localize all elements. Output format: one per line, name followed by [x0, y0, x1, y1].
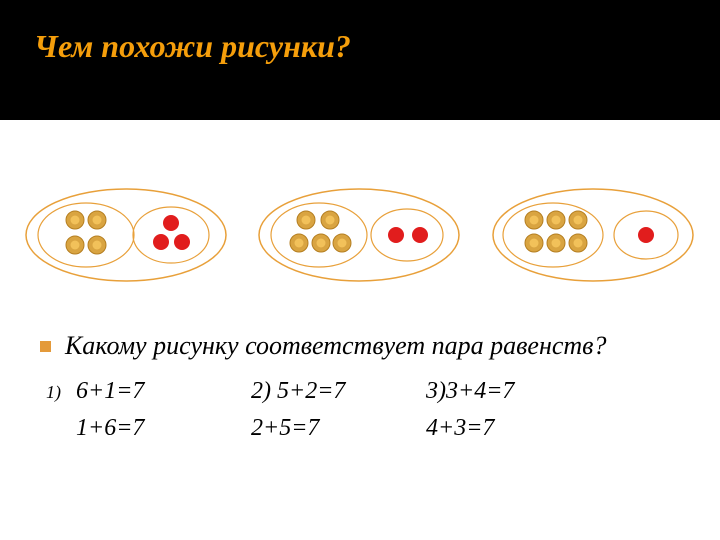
eq-1a: 6+1=7	[76, 373, 251, 410]
diagrams-row	[0, 160, 720, 310]
question-line: Какому рисунку соответствует пара равенс…	[40, 330, 690, 363]
list-marker: 1)	[40, 379, 76, 407]
equations-row-1: 1) 6+1=7 2) 5+2=7 3)3+4=7	[40, 373, 690, 410]
slide-title: Чем похожи рисунки?	[34, 28, 686, 65]
title-band: Чем похожи рисунки?	[0, 0, 720, 120]
eq-3b: 4+3=7	[426, 410, 601, 447]
square-bullet-icon	[40, 341, 51, 352]
question-text: Какому рисунку соответствует пара равенс…	[65, 330, 606, 363]
figure-3	[486, 180, 701, 290]
figure-2	[252, 180, 467, 290]
eq-2a: 2) 5+2=7	[251, 373, 426, 410]
eq-3a: 3)3+4=7	[426, 373, 601, 410]
equations-row-2: 1+6=7 2+5=7 4+3=7	[40, 410, 690, 447]
eq-1b: 1+6=7	[76, 410, 251, 447]
figure-1	[19, 180, 234, 290]
eq-2b: 2+5=7	[251, 410, 426, 447]
slide: Чем похожи рисунки? Какому рисунку соотв…	[0, 0, 720, 540]
equations-block: 1) 6+1=7 2) 5+2=7 3)3+4=7 1+6=7 2+5=7 4+…	[40, 373, 690, 447]
content-block: Какому рисунку соответствует пара равенс…	[40, 330, 690, 447]
